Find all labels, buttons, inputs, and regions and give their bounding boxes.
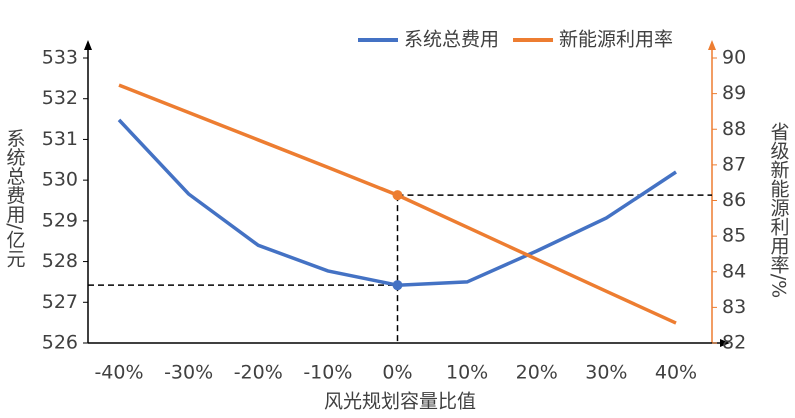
x-tick-label: -20% xyxy=(234,362,283,384)
x-tick-label: 0% xyxy=(382,362,412,384)
y2-tick-label: 90 xyxy=(722,47,746,69)
legend-label: 系统总费用 xyxy=(404,29,499,51)
y-tick-label: 532 xyxy=(42,87,78,109)
highlight-marker xyxy=(392,280,403,291)
y-tick-label: 528 xyxy=(42,250,78,272)
x-axis-label: 风光规划容量比值 xyxy=(324,391,476,413)
y-tick-label: 529 xyxy=(42,209,78,231)
y2-tick-label: 89 xyxy=(722,82,746,104)
legend-label: 新能源利用率 xyxy=(559,29,673,51)
y-tick-label: 533 xyxy=(42,47,78,69)
y2-tick-label: 83 xyxy=(722,296,746,318)
y-tick-label: 531 xyxy=(42,128,78,150)
y-tick-label: 527 xyxy=(42,291,78,313)
x-tick-label: 20% xyxy=(516,362,558,384)
x-tick-label: -10% xyxy=(303,362,352,384)
y-axis-label: 系统总费用/亿元 xyxy=(4,128,26,268)
y2-tick-label: 87 xyxy=(722,153,746,175)
y-tick-label: 530 xyxy=(42,169,78,191)
y-axis-arrow xyxy=(84,40,92,50)
x-tick-label: 10% xyxy=(446,362,488,384)
highlight-marker xyxy=(392,190,403,201)
y2-axis-arrow xyxy=(708,40,716,50)
y2-axis-label: 省级新能源利用率/% xyxy=(768,121,790,298)
y-tick-label: 526 xyxy=(42,332,78,354)
y2-tick-label: 85 xyxy=(722,225,746,247)
x-tick-label: 40% xyxy=(655,362,697,384)
y2-tick-label: 88 xyxy=(722,118,746,140)
x-axis-arrow xyxy=(720,339,730,347)
y2-tick-label: 86 xyxy=(722,189,746,211)
x-tick-label: 30% xyxy=(585,362,627,384)
y2-tick-label: 82 xyxy=(722,332,746,354)
x-tick-label: -40% xyxy=(94,362,143,384)
x-tick-label: -30% xyxy=(164,362,213,384)
y2-tick-label: 84 xyxy=(722,260,746,282)
